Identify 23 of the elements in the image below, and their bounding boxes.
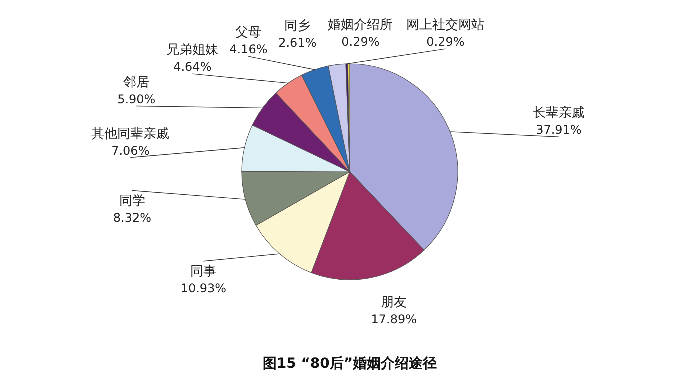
slice-label: 同事 [190, 264, 217, 280]
data-label: 10.93% [180, 281, 227, 296]
data-label: 5.90% [118, 92, 156, 106]
slice-label: 网上社交网站 [406, 17, 485, 34]
slice-label: 长辈亲戚 [532, 106, 585, 122]
data-label: 4.16% [230, 42, 268, 57]
data-label: 4.64% [174, 60, 212, 74]
slice-label: 父母 [236, 26, 262, 41]
slice-label: 其他同辈亲戚 [92, 126, 170, 142]
data-label: 0.29% [426, 35, 465, 50]
data-label: 2.61% [278, 36, 317, 50]
slice-label: 兄弟姐妹 [166, 43, 219, 58]
data-label: 8.32% [113, 210, 152, 225]
slice-label: 邻居 [124, 75, 150, 90]
slice-label: 婚姻介绍所 [328, 18, 394, 34]
slice-label: 朋友 [381, 295, 408, 310]
data-label: 17.89% [371, 312, 418, 326]
data-label: 37.91% [536, 123, 582, 138]
slice-label: 同学 [119, 194, 146, 209]
text: 图15 “80后”婚姻介绍途径 [262, 355, 438, 372]
slice-label: 同乡 [284, 18, 311, 34]
data-label: 7.06% [112, 144, 150, 158]
data-label: 0.29% [342, 35, 380, 50]
